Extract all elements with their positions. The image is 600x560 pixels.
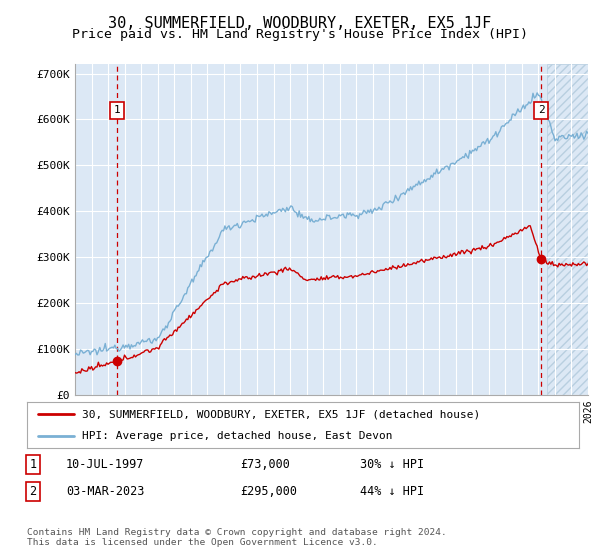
Text: 30, SUMMERFIELD, WOODBURY, EXETER, EX5 1JF: 30, SUMMERFIELD, WOODBURY, EXETER, EX5 1… [109,16,491,31]
Text: Price paid vs. HM Land Registry's House Price Index (HPI): Price paid vs. HM Land Registry's House … [72,28,528,41]
Text: 2: 2 [538,105,545,115]
Text: £73,000: £73,000 [240,458,290,472]
Text: 1: 1 [29,458,37,472]
Text: HPI: Average price, detached house, East Devon: HPI: Average price, detached house, East… [82,431,392,441]
Text: 1: 1 [113,105,120,115]
Text: £295,000: £295,000 [240,485,297,498]
Text: 03-MAR-2023: 03-MAR-2023 [66,485,145,498]
Text: 2: 2 [29,485,37,498]
Text: 30% ↓ HPI: 30% ↓ HPI [360,458,424,472]
Text: 44% ↓ HPI: 44% ↓ HPI [360,485,424,498]
Bar [547,64,588,395]
Text: Contains HM Land Registry data © Crown copyright and database right 2024.
This d: Contains HM Land Registry data © Crown c… [27,528,447,547]
Text: 10-JUL-1997: 10-JUL-1997 [66,458,145,472]
Text: 30, SUMMERFIELD, WOODBURY, EXETER, EX5 1JF (detached house): 30, SUMMERFIELD, WOODBURY, EXETER, EX5 1… [82,409,481,419]
